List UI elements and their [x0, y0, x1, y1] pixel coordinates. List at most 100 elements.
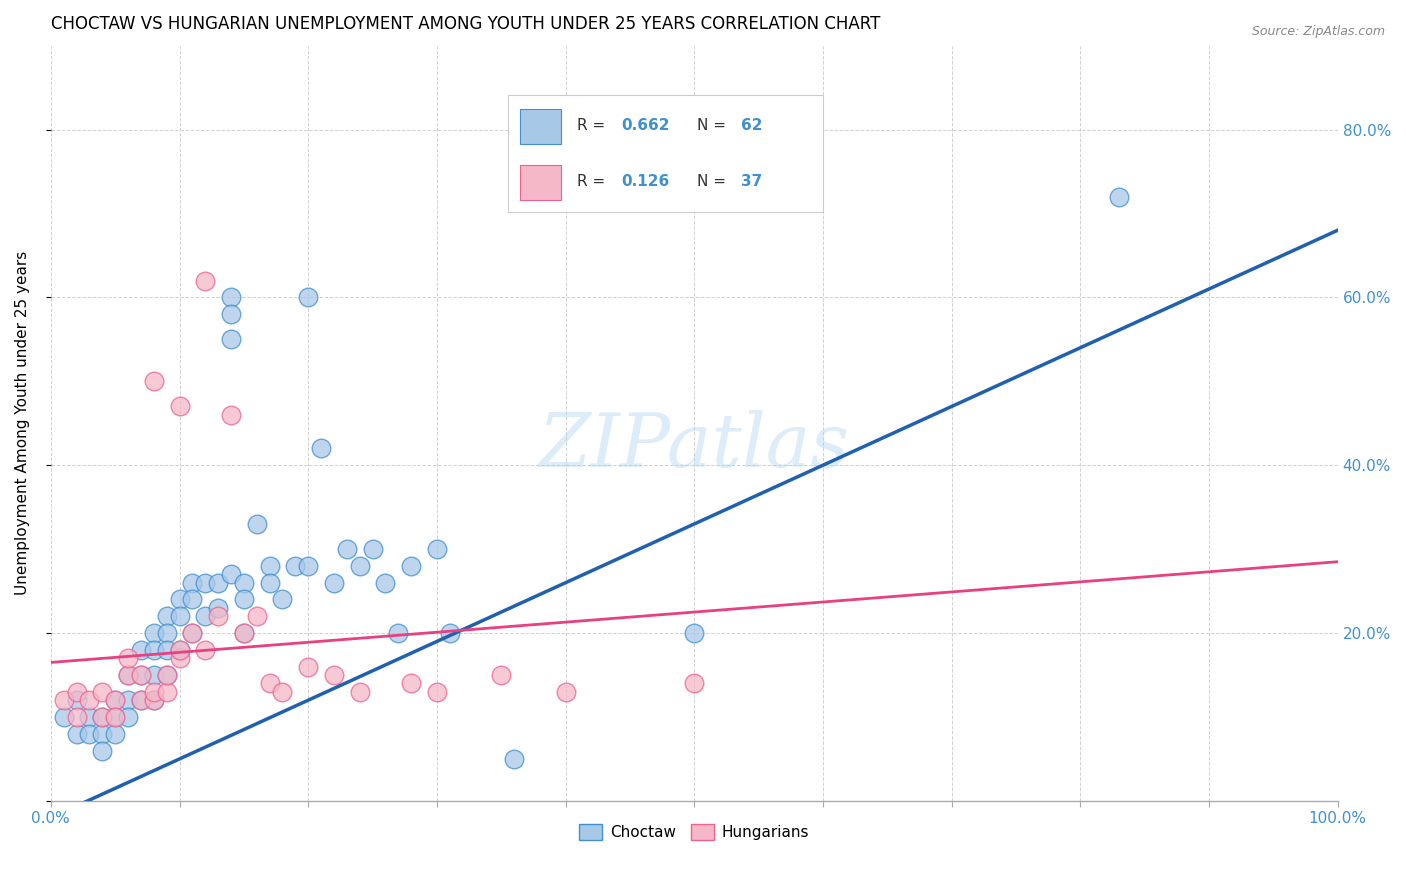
Point	[117, 668, 139, 682]
Point	[399, 676, 422, 690]
Point	[336, 542, 359, 557]
Point	[489, 668, 512, 682]
Text: ZIPatlas: ZIPatlas	[538, 409, 849, 483]
Point	[169, 592, 191, 607]
Point	[79, 727, 101, 741]
Point	[104, 727, 127, 741]
Point	[181, 626, 204, 640]
Point	[426, 685, 449, 699]
Point	[683, 676, 706, 690]
Point	[142, 685, 165, 699]
Point	[554, 685, 576, 699]
Point	[194, 609, 217, 624]
Point	[129, 643, 152, 657]
Point	[259, 575, 281, 590]
Point	[156, 685, 179, 699]
Point	[297, 558, 319, 573]
Point	[232, 626, 254, 640]
Point	[271, 685, 294, 699]
Point	[219, 408, 242, 422]
Point	[181, 575, 204, 590]
Point	[259, 676, 281, 690]
Point	[129, 668, 152, 682]
Point	[426, 542, 449, 557]
Point	[259, 558, 281, 573]
Point	[91, 710, 114, 724]
Point	[169, 643, 191, 657]
Point	[181, 626, 204, 640]
Point	[439, 626, 461, 640]
Point	[169, 643, 191, 657]
Point	[181, 592, 204, 607]
Point	[91, 743, 114, 757]
Point	[142, 643, 165, 657]
Point	[156, 609, 179, 624]
Point	[323, 668, 346, 682]
Point	[503, 752, 526, 766]
Point	[117, 693, 139, 707]
Point	[207, 575, 229, 590]
Point	[169, 400, 191, 414]
Point	[91, 727, 114, 741]
Point	[169, 651, 191, 665]
Point	[79, 710, 101, 724]
Point	[349, 558, 371, 573]
Point	[683, 626, 706, 640]
Point	[65, 727, 87, 741]
Point	[91, 685, 114, 699]
Point	[1108, 190, 1130, 204]
Point	[309, 442, 332, 456]
Point	[271, 592, 294, 607]
Text: Source: ZipAtlas.com: Source: ZipAtlas.com	[1251, 25, 1385, 38]
Point	[117, 710, 139, 724]
Point	[374, 575, 396, 590]
Point	[117, 651, 139, 665]
Point	[156, 643, 179, 657]
Point	[142, 668, 165, 682]
Point	[232, 626, 254, 640]
Point	[142, 374, 165, 388]
Point	[194, 643, 217, 657]
Point	[207, 609, 229, 624]
Point	[156, 626, 179, 640]
Point	[117, 668, 139, 682]
Point	[219, 332, 242, 346]
Point	[323, 575, 346, 590]
Y-axis label: Unemployment Among Youth under 25 years: Unemployment Among Youth under 25 years	[15, 252, 30, 595]
Point	[284, 558, 307, 573]
Point	[156, 668, 179, 682]
Point	[91, 710, 114, 724]
Point	[104, 693, 127, 707]
Point	[142, 626, 165, 640]
Point	[246, 516, 269, 531]
Point	[104, 693, 127, 707]
Point	[52, 710, 75, 724]
Point	[194, 575, 217, 590]
Point	[129, 693, 152, 707]
Point	[129, 668, 152, 682]
Point	[387, 626, 409, 640]
Point	[232, 592, 254, 607]
Point	[232, 575, 254, 590]
Point	[52, 693, 75, 707]
Point	[219, 567, 242, 582]
Point	[156, 668, 179, 682]
Point	[194, 274, 217, 288]
Point	[297, 290, 319, 304]
Point	[219, 290, 242, 304]
Text: CHOCTAW VS HUNGARIAN UNEMPLOYMENT AMONG YOUTH UNDER 25 YEARS CORRELATION CHART: CHOCTAW VS HUNGARIAN UNEMPLOYMENT AMONG …	[51, 15, 880, 33]
Point	[104, 710, 127, 724]
Point	[349, 685, 371, 699]
Point	[142, 693, 165, 707]
Legend: Choctaw, Hungarians: Choctaw, Hungarians	[574, 818, 815, 847]
Point	[65, 685, 87, 699]
Point	[65, 693, 87, 707]
Point	[129, 693, 152, 707]
Point	[169, 609, 191, 624]
Point	[399, 558, 422, 573]
Point	[65, 710, 87, 724]
Point	[219, 307, 242, 321]
Point	[142, 693, 165, 707]
Point	[361, 542, 384, 557]
Point	[79, 693, 101, 707]
